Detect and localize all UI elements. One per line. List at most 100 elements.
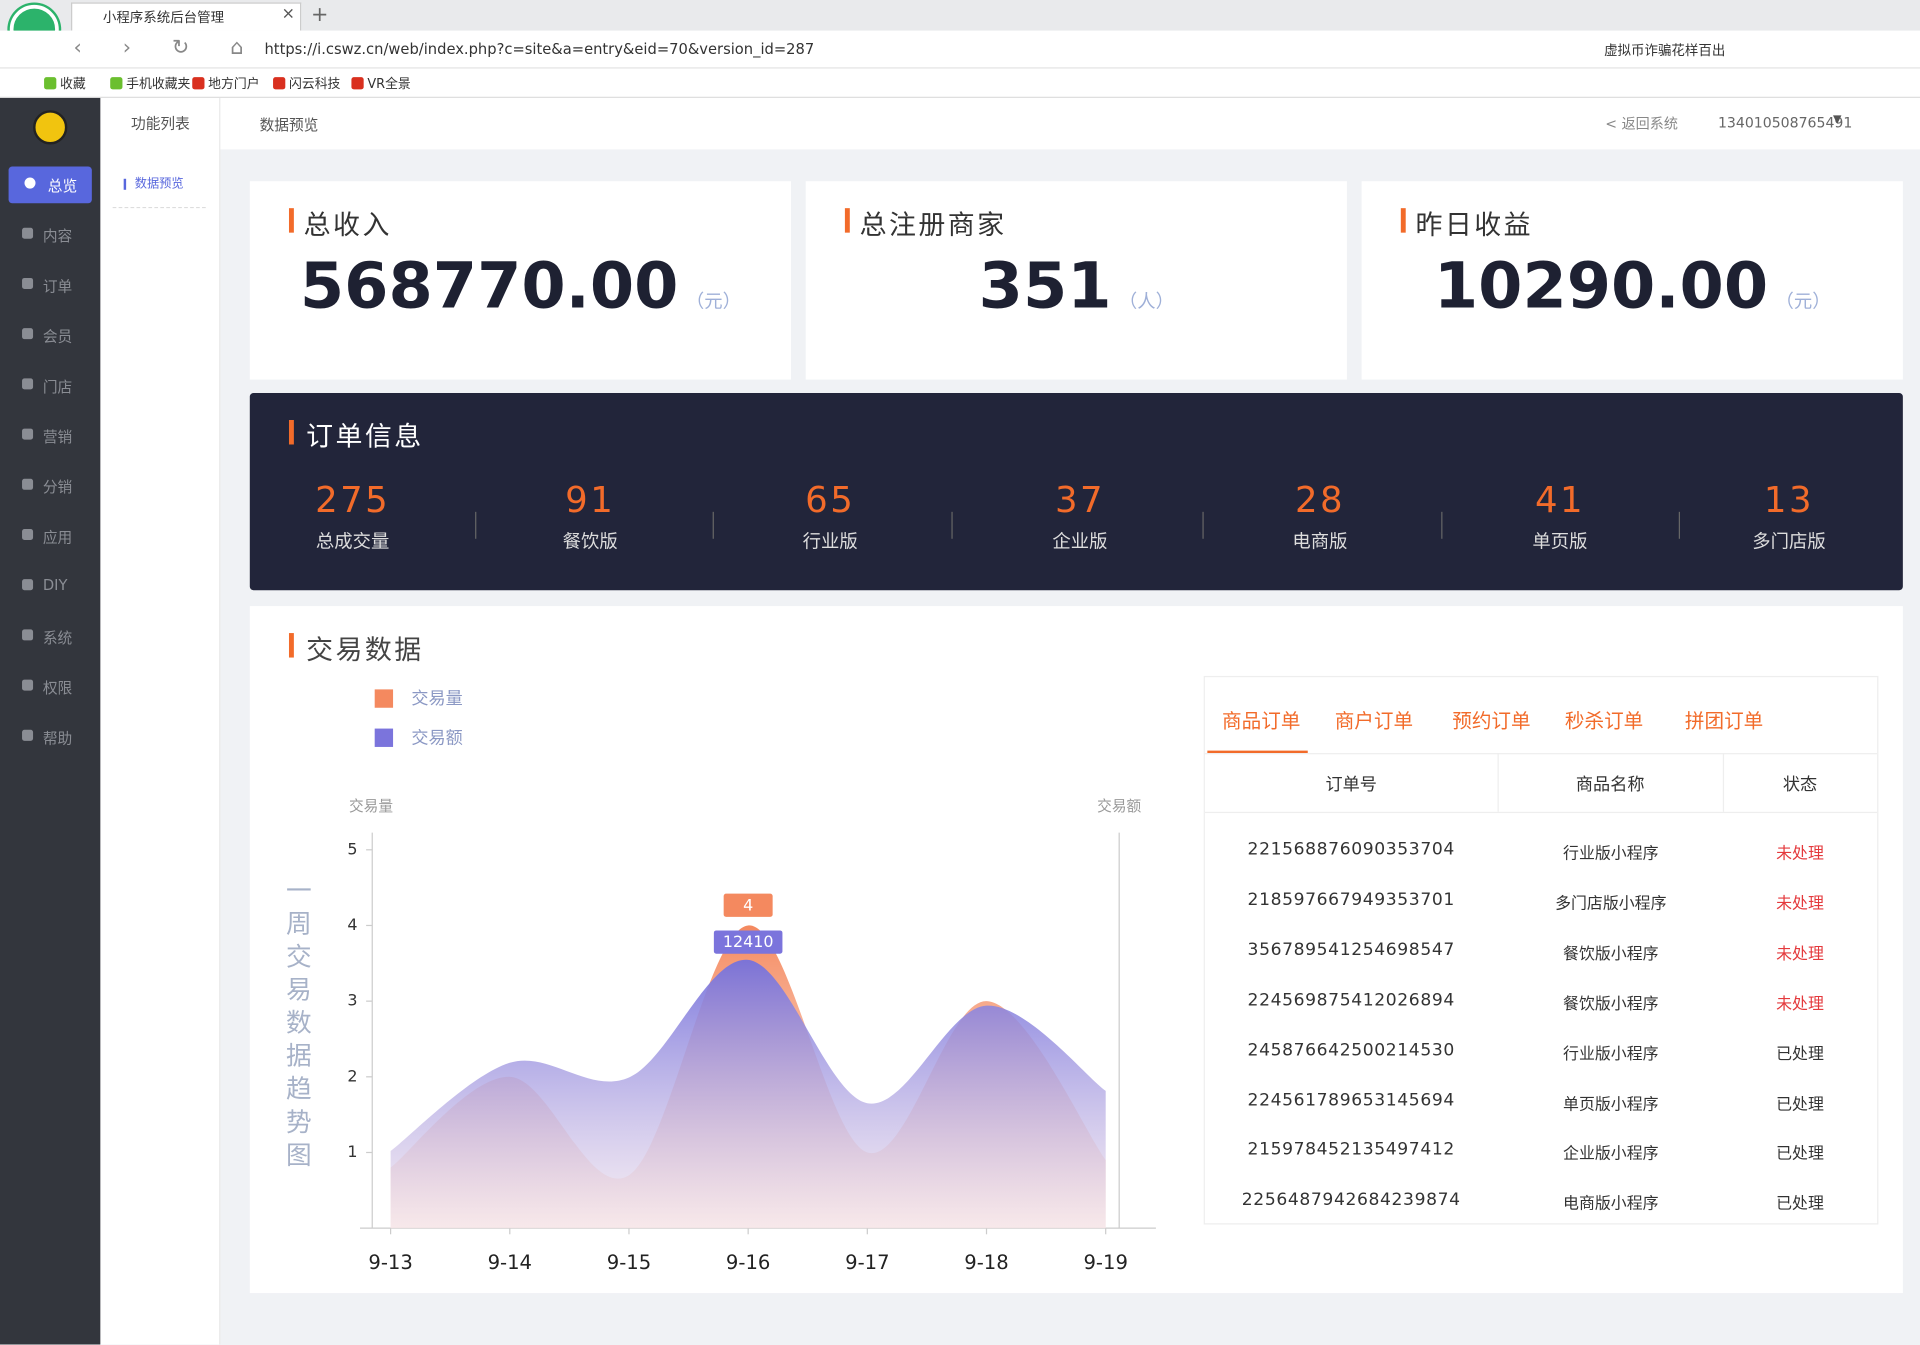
url-box <box>220 35 1586 64</box>
y-tick-label: 1 <box>347 1142 357 1161</box>
user[interactable]: 134010508765491 <box>1717 113 1853 132</box>
order-value: 275 <box>315 478 391 521</box>
separator <box>475 511 477 539</box>
title-bar <box>1400 208 1406 233</box>
menu-icon <box>22 679 34 691</box>
user-caret[interactable]: ▼ <box>1833 113 1842 127</box>
stat-unit: （元） <box>1775 290 1831 313</box>
table-cell: 已处理 <box>1776 1195 1824 1214</box>
tab[interactable]: 秒杀订单 <box>1564 708 1644 733</box>
bookmark[interactable]: 收藏 <box>60 77 86 92</box>
y-axis-label: 交易量 <box>349 797 393 815</box>
order-card: 订单信息 275 总成交量 91 餐饮版 65 行业版 37 企业版 28 电商版 41 单页版 13 多门… <box>249 393 1903 591</box>
menu-icon <box>22 277 34 289</box>
separator <box>1202 511 1204 539</box>
y-tick-label: 3 <box>347 991 357 1010</box>
column-header: 订单号 <box>1325 775 1377 795</box>
x-tick-label: 9-18 <box>964 1251 1008 1274</box>
menu-active <box>8 166 92 204</box>
order-value: 65 <box>805 478 856 521</box>
legend-swatch <box>374 689 394 708</box>
menu-item[interactable]: 权限 <box>42 679 73 697</box>
menu-item[interactable]: 会员 <box>42 328 73 346</box>
bookmark-icon <box>192 77 205 90</box>
order-label: 企业版 <box>1052 530 1108 553</box>
header <box>220 97 1920 150</box>
y-tick-label: 4 <box>347 915 357 934</box>
table-cell: 未处理 <box>1776 844 1824 864</box>
table-cell: 单页版小程序 <box>1563 1095 1659 1114</box>
menu-item[interactable]: 分销 <box>42 478 73 496</box>
order-value: 28 <box>1294 478 1346 521</box>
title-bar <box>288 420 294 445</box>
menu-item[interactable]: 营销 <box>42 428 73 446</box>
tab[interactable]: 商户订单 <box>1334 708 1414 733</box>
bookmark[interactable]: 地方门户 <box>208 77 260 92</box>
order-label: 电商版 <box>1292 530 1348 553</box>
tab-title: 小程序系统后台管理 <box>102 9 225 26</box>
menu-item[interactable]: 门店 <box>42 378 73 396</box>
value-label: 4 <box>743 895 753 914</box>
menu-item[interactable]: 应用 <box>42 528 73 547</box>
stat-row: 351 （人） <box>806 250 1347 323</box>
menu-item[interactable]: 总览 <box>47 177 78 195</box>
x-tick-label: 9-13 <box>368 1251 412 1274</box>
separator <box>1678 511 1681 539</box>
back-link[interactable]: < 返回系统 <box>1605 115 1678 133</box>
title-bar <box>844 208 850 233</box>
tab-underline <box>1207 750 1308 754</box>
bookmark[interactable]: 手机收藏夹 <box>126 77 191 92</box>
value-label-box <box>723 893 773 917</box>
stat-title: 总注册商家 <box>859 210 1007 242</box>
table-cell: 企业版小程序 <box>1563 1145 1659 1164</box>
table-cell: 245876642500214530 <box>1247 1040 1455 1060</box>
menu-item[interactable]: 内容 <box>42 227 73 245</box>
tab[interactable]: 预约订单 <box>1452 708 1531 733</box>
menu-item[interactable]: 订单 <box>42 277 73 296</box>
table-cell: 218597667949353701 <box>1247 890 1455 910</box>
bookmark-icon <box>273 77 286 90</box>
menu-icon <box>22 528 34 541</box>
tab[interactable]: 拼团订单 <box>1684 708 1764 733</box>
value-label-box <box>713 930 783 954</box>
y2-axis-label: 交易额 <box>1097 797 1141 815</box>
tab-close[interactable]: × <box>281 4 295 24</box>
bookmark[interactable]: 闪云科技 <box>288 77 341 92</box>
search[interactable]: 虚拟币诈骗花样百出 <box>1604 42 1726 59</box>
order-label: 总成交量 <box>315 530 390 553</box>
nav-icons[interactable]: ‹ › ↻ ⌂ <box>73 35 261 61</box>
sidebar <box>0 97 101 1345</box>
bookmark-icon <box>44 77 57 90</box>
stat-value: 351 <box>978 249 1112 324</box>
table-cell: 224561789653145694 <box>1247 1090 1455 1111</box>
x-tick-label: 9-19 <box>1083 1251 1127 1274</box>
url[interactable]: https://i.cswz.cn/web/index.php?c=site&a… <box>264 40 815 58</box>
x-tick-label: 9-15 <box>607 1251 651 1274</box>
tab[interactable]: 商品订单 <box>1222 708 1301 733</box>
menu-icon <box>22 378 34 390</box>
bookmark[interactable]: VR全景 <box>367 77 411 92</box>
menu-item[interactable]: 系统 <box>42 629 73 647</box>
stat-title: 总收入 <box>303 210 392 242</box>
menu-item[interactable]: DIY <box>42 576 68 594</box>
subnav-item[interactable]: 数据预览 <box>112 171 206 209</box>
value-label: 12410 <box>723 932 774 951</box>
stat-card: 总收入 568770.00 （元） <box>249 181 792 380</box>
bookmark-bar <box>0 68 1920 98</box>
legend-label: 交易量 <box>411 689 462 709</box>
menu-icon <box>22 328 34 340</box>
order-table-box: 商品订单 商户订单 预约订单 秒杀订单 拼团订单 订单号 商品名称 状态 22156887609… <box>1203 675 1879 1225</box>
order-value: 91 <box>565 478 616 521</box>
col-divider <box>1497 753 1499 812</box>
stat-unit: （人） <box>1118 290 1175 313</box>
menu-item[interactable]: 帮助 <box>42 729 73 747</box>
new-tab[interactable]: + <box>311 2 329 27</box>
table-header-line <box>1204 811 1878 814</box>
order-label: 餐饮版 <box>562 530 618 553</box>
menu-icon <box>22 478 34 490</box>
chart-title: 一周交易数据趋势图 <box>281 877 311 1175</box>
tab <box>71 2 302 31</box>
tab-bar <box>0 0 1920 31</box>
stat-unit: （元） <box>685 290 741 313</box>
